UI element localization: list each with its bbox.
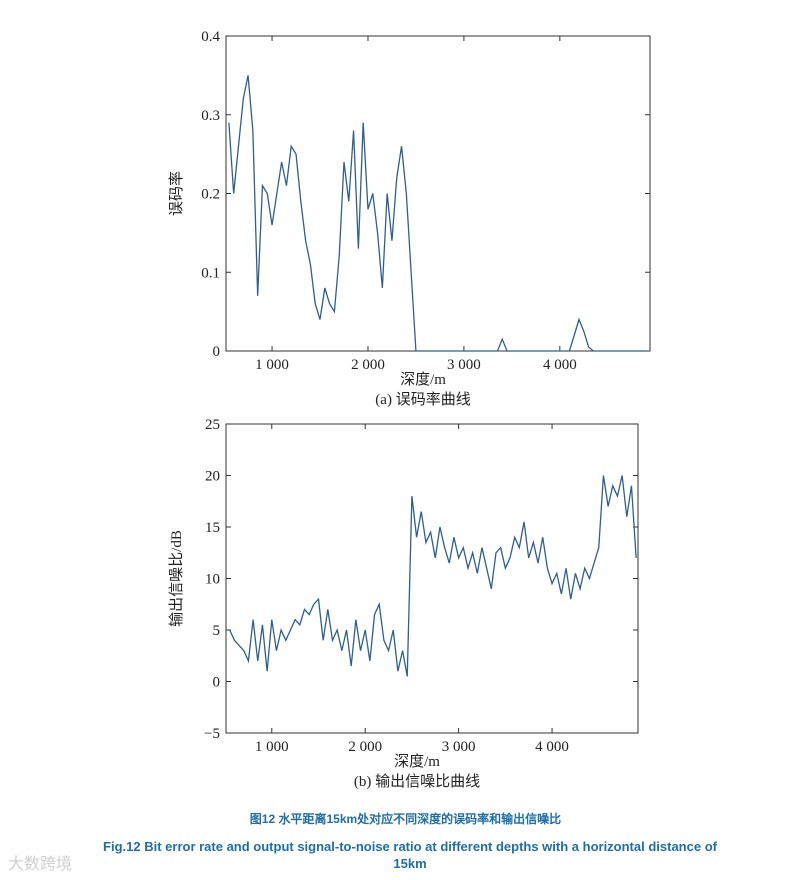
y-tick-label: 0.2 — [201, 187, 220, 203]
plot-frame — [225, 423, 639, 734]
x-tick-label: 1 000 — [255, 357, 289, 373]
x-tick-label: 4 000 — [543, 357, 577, 373]
x-tick-label: 2 000 — [351, 357, 385, 373]
y-axis-label: 输出信噪比/dB — [168, 530, 185, 627]
x-tick-label: 3 000 — [447, 357, 481, 373]
y-tick-label: 0 — [213, 344, 221, 360]
y-tick-label: 20 — [205, 469, 220, 485]
caption-cn: 图12 水平距离15km处对应不同深度的误码率和输出信噪比 — [249, 812, 562, 826]
y-tick-label: 25 — [205, 417, 220, 433]
y-tick-label: 0.3 — [201, 108, 220, 124]
x-tick-label: 1 000 — [255, 739, 289, 755]
y-tick-label: 10 — [205, 572, 220, 588]
figure: 1 000 2 000 3 000 4 000 0 0.1 0.2 0.3 0.4 深度/m (a)… — [168, 29, 651, 790]
data-line — [228, 75, 647, 352]
y-tick-label: 0.4 — [201, 29, 220, 45]
y-tick-label: −5 — [204, 726, 220, 742]
y-tick-label: 5 — [213, 623, 221, 639]
subtitle: (b) 输出信噪比曲线 — [354, 773, 480, 790]
x-tick-label: 3 000 — [442, 739, 476, 755]
plot-frame — [225, 35, 651, 352]
y-tick-label: 15 — [205, 520, 220, 536]
caption-en: Fig.12 Bit error rate and output signal-… — [103, 839, 717, 871]
data-line — [229, 475, 637, 677]
y-tick-label: 0 — [213, 675, 221, 691]
x-tick-label: 2 000 — [348, 739, 382, 755]
x-axis-label: 深度/m — [394, 753, 440, 770]
x-axis-label: 深度/m — [400, 371, 446, 388]
x-tick-label: 4 000 — [535, 739, 569, 755]
subtitle: (a) 误码率曲线 — [375, 391, 470, 408]
watermark: 大数跨境 — [8, 854, 73, 873]
y-tick-label: 0.1 — [201, 265, 220, 281]
y-axis-label: 误码率 — [168, 171, 185, 216]
